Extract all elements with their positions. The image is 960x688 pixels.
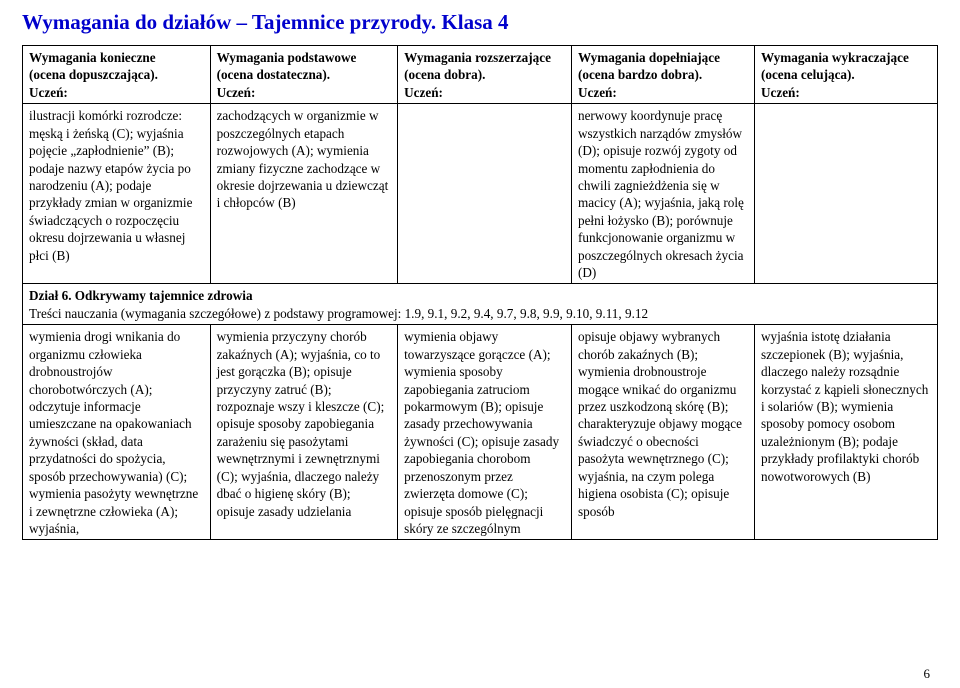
page-container: Wymagania do działów – Tajemnice przyrod… [0,0,960,688]
col-header-4: Wymagania dopełniające (ocena bardzo dob… [571,46,754,104]
cell-r2-c4: opisuje objawy wybranych chorób zakaźnyc… [571,325,754,540]
cell-r2-c2: wymienia przyczyny chorób zakaźnych (A);… [210,325,398,540]
requirements-table: Wymagania konieczne (ocena dopuszczająca… [22,45,938,540]
col-header-4-line2: (ocena bardzo dobra). [578,67,702,82]
col-header-5: Wymagania wykraczające (ocena celująca).… [754,46,937,104]
cell-r2-c5: wyjaśnia istotę działania szczepionek (B… [754,325,937,540]
col-header-1: Wymagania konieczne (ocena dopuszczająca… [23,46,211,104]
table-header-row: Wymagania konieczne (ocena dopuszczająca… [23,46,938,104]
section-cell: Dział 6. Odkrywamy tajemnice zdrowia Tre… [23,284,938,325]
col-header-4-line3: Uczeń: [578,85,617,100]
col-header-2: Wymagania podstawowe (ocena dostateczna)… [210,46,398,104]
col-header-3-line1: Wymagania rozszerzające [404,50,551,65]
col-header-4-line1: Wymagania dopełniające [578,50,720,65]
section-subtitle: Treści nauczania (wymagania szczegółowe)… [29,306,648,321]
col-header-3: Wymagania rozszerzające (ocena dobra). U… [398,46,572,104]
content-row-2: wymienia drogi wnikania do organizmu czł… [23,325,938,540]
cell-r1-c2: zachodzących w organizmie w poszczególny… [210,104,398,284]
content-row-1: ilustracji komórki rozrodcze: męską i że… [23,104,938,284]
col-header-2-line1: Wymagania podstawowe [217,50,357,65]
section-title: Dział 6. Odkrywamy tajemnice zdrowia [29,288,253,303]
page-title: Wymagania do działów – Tajemnice przyrod… [22,10,938,35]
cell-r1-c5 [754,104,937,284]
cell-r1-c4: nerwowy koordynuje pracę wszystkich narz… [571,104,754,284]
col-header-5-line3: Uczeń: [761,85,800,100]
col-header-1-line3: Uczeń: [29,85,68,100]
col-header-5-line1: Wymagania wykraczające [761,50,909,65]
col-header-1-line2: (ocena dopuszczająca). [29,67,158,82]
col-header-1-line1: Wymagania konieczne [29,50,156,65]
cell-r1-c1: ilustracji komórki rozrodcze: męską i że… [23,104,211,284]
col-header-2-line3: Uczeń: [217,85,256,100]
col-header-2-line2: (ocena dostateczna). [217,67,331,82]
page-number: 6 [924,666,931,682]
section-row: Dział 6. Odkrywamy tajemnice zdrowia Tre… [23,284,938,325]
col-header-5-line2: (ocena celująca). [761,67,855,82]
col-header-3-line3: Uczeń: [404,85,443,100]
cell-r1-c3 [398,104,572,284]
cell-r2-c3: wymienia objawy towarzyszące gorączce (A… [398,325,572,540]
cell-r2-c1: wymienia drogi wnikania do organizmu czł… [23,325,211,540]
col-header-3-line2: (ocena dobra). [404,67,485,82]
